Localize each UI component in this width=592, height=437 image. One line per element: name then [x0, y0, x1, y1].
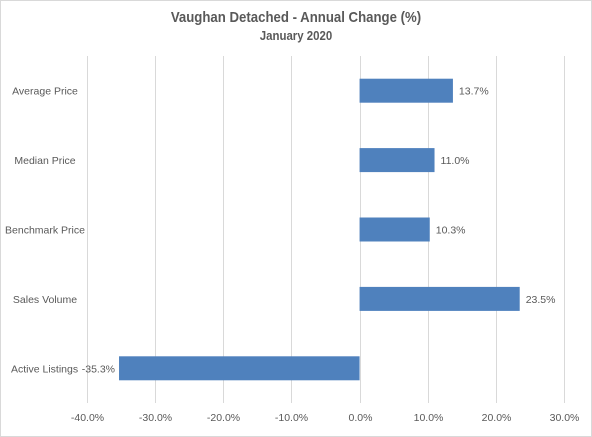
bar — [359, 217, 430, 242]
x-tick-label: 30.0% — [550, 412, 580, 424]
data-label: -35.3% — [82, 363, 115, 375]
x-tick-label: -40.0% — [71, 412, 104, 424]
category-label: Sales Volume — [13, 294, 77, 306]
bar — [359, 78, 453, 103]
data-label: 23.5% — [526, 294, 556, 306]
labels: -40.0% -30.0% -20.0% -10.0% 0.0% 10.0% 20.0% 30… — [5, 86, 579, 424]
x-tick-label: -20.0% — [207, 412, 240, 424]
x-tick-label: 20.0% — [482, 412, 512, 424]
chart-title: Vaughan Detached - Annual Change (%) — [170, 9, 422, 26]
gridlines — [87, 56, 565, 403]
chart-subtitle: January 2020 — [259, 28, 333, 43]
data-label: 10.3% — [436, 225, 466, 237]
x-tick-label: -30.0% — [139, 412, 172, 424]
bars — [119, 78, 520, 381]
data-label: 13.7% — [459, 86, 489, 98]
bar — [359, 148, 435, 173]
x-tick-label: 10.0% — [414, 412, 444, 424]
category-label: Average Price — [12, 86, 78, 98]
bar — [359, 286, 520, 311]
data-label: 11.0% — [441, 155, 470, 167]
x-tick-label: -10.0% — [275, 412, 308, 424]
x-tick-label: 0.0% — [349, 412, 373, 424]
category-label: Active Listings — [11, 363, 78, 375]
category-label: Benchmark Price — [5, 225, 85, 237]
bar — [119, 356, 360, 381]
category-label: Median Price — [14, 155, 75, 167]
